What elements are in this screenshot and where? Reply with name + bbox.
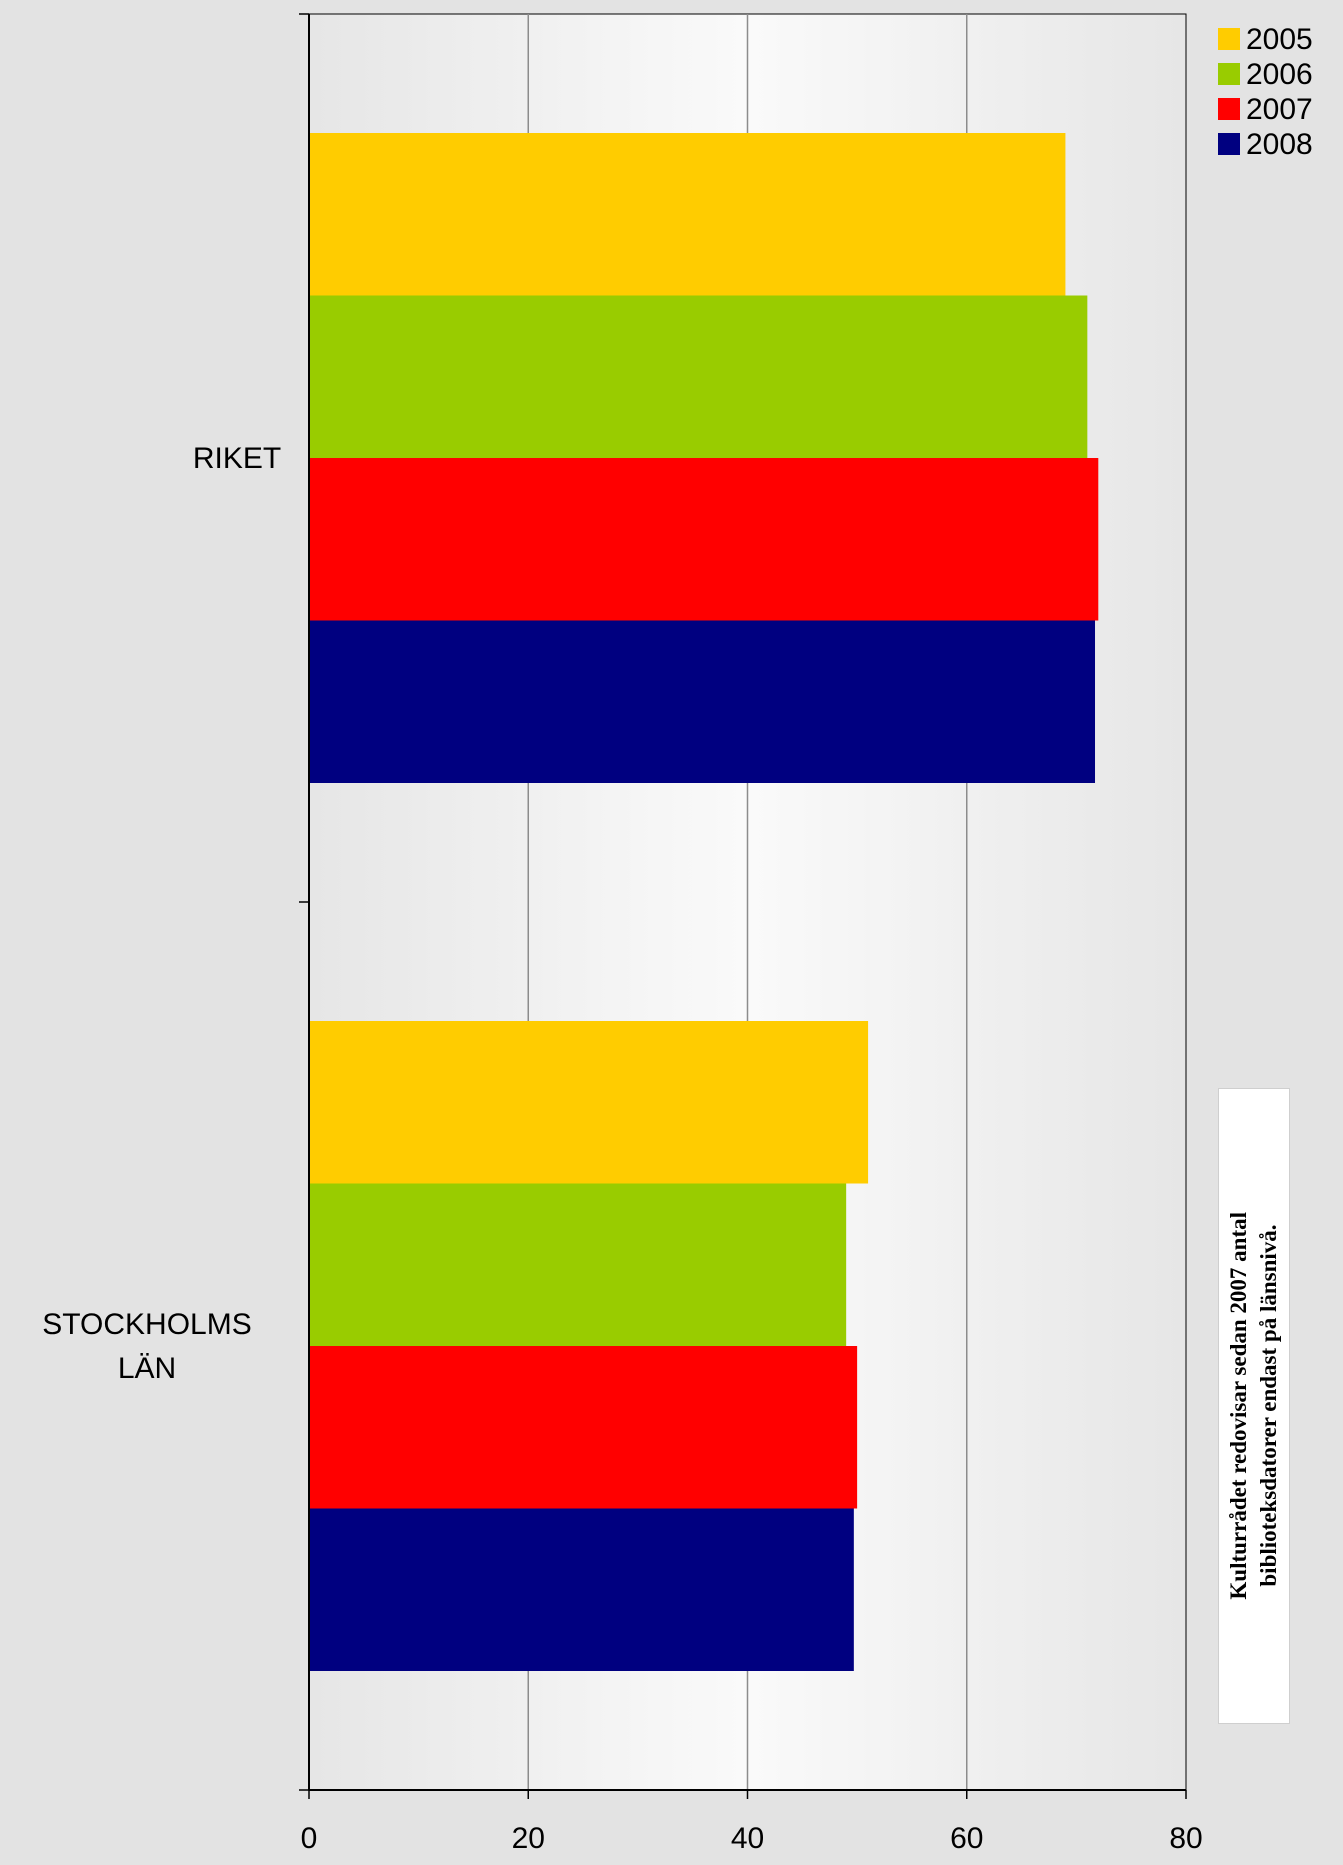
annotation-box: Kulturrådet redovisar sedan 2007 antal b… bbox=[1218, 1088, 1290, 1724]
legend-swatch-2007 bbox=[1218, 98, 1240, 120]
category-label: STOCKHOLMS LÄN bbox=[42, 1308, 252, 1385]
category-label-line: STOCKHOLMS bbox=[42, 1308, 252, 1341]
bar-2007-riket bbox=[309, 458, 1099, 621]
axes: 0 20 40 60 80 RIKET STOCKHOLMS LÄN bbox=[42, 13, 1203, 1855]
bar-2007-stockholms-lan bbox=[309, 1346, 858, 1509]
legend-swatch-2006 bbox=[1218, 63, 1240, 85]
annotation-text: Kulturrådet redovisar sedan 2007 antal b… bbox=[1226, 1212, 1281, 1600]
bar-2006-stockholms-lan bbox=[309, 1183, 847, 1346]
x-tick-label: 80 bbox=[1169, 1822, 1202, 1855]
bar-2008-riket bbox=[309, 620, 1096, 783]
legend-label-2006: 2006 bbox=[1246, 58, 1313, 91]
legend-label-2008: 2008 bbox=[1246, 128, 1313, 161]
category-label-line: LÄN bbox=[118, 1352, 176, 1385]
category-label: RIKET bbox=[193, 442, 281, 475]
x-tick-label: 0 bbox=[301, 1822, 318, 1855]
bar-2006-riket bbox=[309, 295, 1088, 458]
legend-label-2005: 2005 bbox=[1246, 23, 1313, 56]
x-tick-label: 20 bbox=[512, 1822, 545, 1855]
legend-swatch-2005 bbox=[1218, 28, 1240, 50]
category-label-line: RIKET bbox=[193, 442, 281, 475]
bar-2005-riket bbox=[309, 133, 1066, 296]
bars bbox=[309, 133, 1099, 1671]
bar-2008-stockholms-lan bbox=[309, 1508, 854, 1671]
x-tick-label: 60 bbox=[950, 1822, 983, 1855]
legend-label-2007: 2007 bbox=[1246, 93, 1313, 126]
legend-swatch-2008 bbox=[1218, 133, 1240, 155]
bar-2005-stockholms-lan bbox=[309, 1021, 869, 1184]
x-tick-label: 40 bbox=[731, 1822, 764, 1855]
